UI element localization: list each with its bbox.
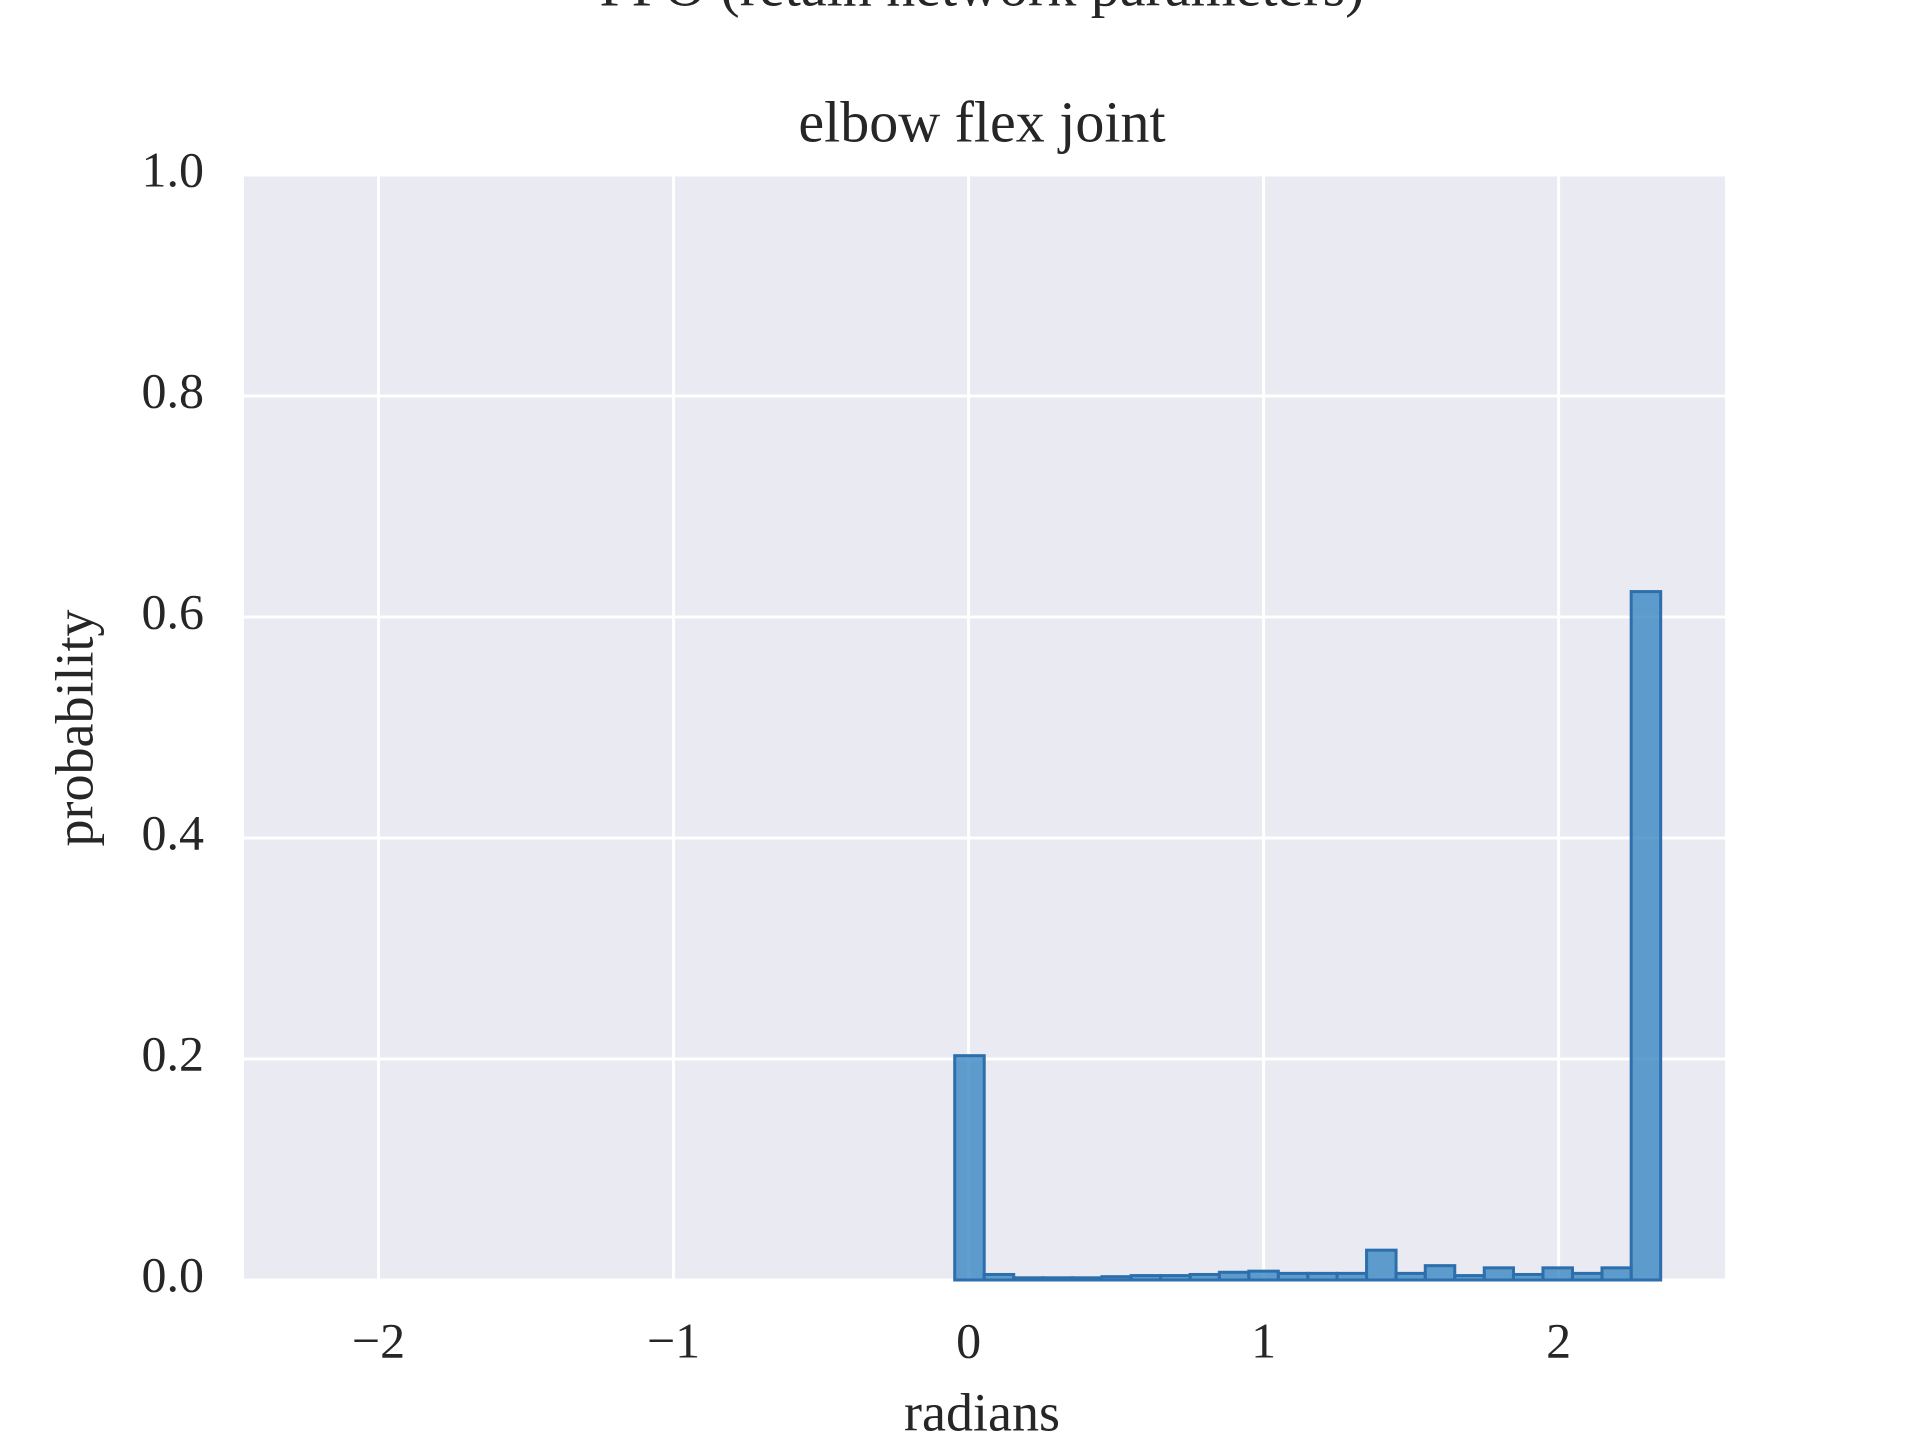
bar (1306, 1271, 1339, 1282)
bar (1482, 1266, 1515, 1282)
bar (1629, 590, 1663, 1282)
bar (1276, 1271, 1310, 1282)
bar (1217, 1270, 1251, 1282)
y-tick-label: 0.8 (142, 362, 205, 418)
y-tick-label: 0.4 (142, 804, 205, 860)
bar (1012, 1276, 1045, 1282)
bar (1247, 1269, 1280, 1282)
y-tick-label: 0.2 (142, 1025, 205, 1081)
chart-title: PPO (retain network parameters) (599, 0, 1364, 18)
bar (1335, 1271, 1369, 1282)
bar (953, 1054, 986, 1282)
bar (1394, 1271, 1427, 1282)
y-tick-label: 0.6 (142, 583, 205, 639)
bar (1159, 1274, 1192, 1282)
bars (953, 590, 1663, 1282)
bar (1570, 1271, 1604, 1282)
bar (1100, 1275, 1133, 1282)
bar (1541, 1266, 1574, 1282)
bar (1453, 1274, 1486, 1282)
bar (1511, 1272, 1545, 1282)
bar (1188, 1272, 1221, 1282)
y-axis-label: probability (44, 610, 104, 847)
bar (982, 1272, 1016, 1282)
bar (1423, 1264, 1457, 1282)
x-tick-label: 0 (956, 1312, 981, 1368)
x-tick-label: 1 (1251, 1312, 1276, 1368)
bar (1041, 1276, 1074, 1282)
x-tick-label: 2 (1546, 1312, 1571, 1368)
bar (1129, 1274, 1163, 1282)
bar (1365, 1248, 1398, 1282)
x-tick-label: −2 (352, 1312, 405, 1368)
chart-subtitle: elbow flex joint (798, 89, 1165, 154)
bar (1070, 1276, 1104, 1282)
x-tick-label: −1 (647, 1312, 700, 1368)
y-tick-label: 0.0 (142, 1246, 205, 1302)
x-axis-label: radians (904, 1382, 1060, 1440)
bar (1600, 1266, 1633, 1282)
y-tick-label: 1.0 (142, 141, 205, 197)
